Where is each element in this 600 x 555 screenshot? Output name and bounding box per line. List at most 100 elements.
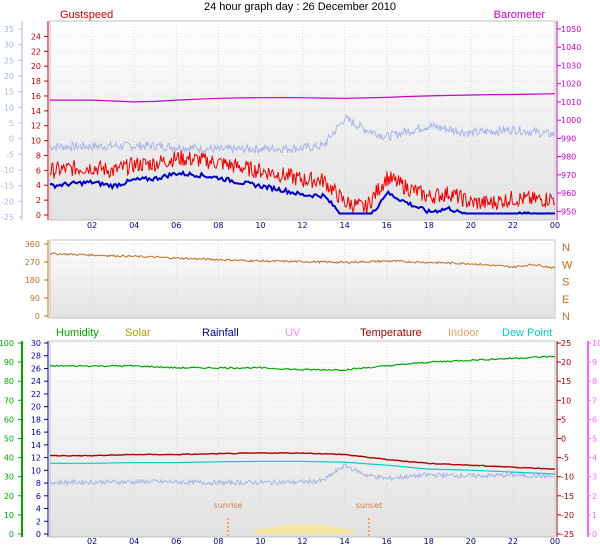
- temp-tick-6: -5: [561, 454, 569, 463]
- dir-tick-3: 90: [30, 294, 40, 303]
- legend-dewpoint: Dew Point: [502, 327, 552, 339]
- baro-tick-8: 970: [561, 171, 576, 180]
- baro-tick-10: 950: [561, 207, 576, 216]
- temp-tick-5: 0: [561, 435, 566, 444]
- outer-left-tick-5: 10: [4, 103, 14, 112]
- uv-tick-5: 5: [592, 435, 597, 444]
- uv-tick-2: 8: [592, 377, 597, 386]
- baro-tick-3: 1020: [561, 80, 581, 89]
- x-tick-1-14: 14: [339, 537, 349, 546]
- outer-left-tick-1: 30: [4, 41, 14, 50]
- baro-tick-4: 1010: [561, 98, 581, 107]
- compass-tick-2: S: [562, 277, 569, 289]
- inner-left-tick-10: 4: [36, 181, 41, 190]
- barometer-label: Barometer: [494, 9, 546, 21]
- x-tick-0-22: 22: [508, 221, 518, 230]
- gustspeed-trace: [49, 150, 556, 215]
- wind-direction-trace: [49, 252, 556, 270]
- legend-temperature: Temperature: [360, 327, 422, 339]
- temp-tick-1: 20: [561, 358, 571, 367]
- temp-tick-8: -15: [561, 492, 574, 501]
- outer-left-tick-3: 20: [4, 72, 14, 81]
- x-tick-1-00: 00: [550, 537, 560, 546]
- uv-tick-1: 9: [592, 358, 597, 367]
- outer-left-tick-0: 35: [4, 25, 14, 34]
- x-tick-0-10: 10: [255, 221, 265, 230]
- x-tick-1-10: 10: [255, 537, 265, 546]
- legend-indoor: Indoor: [448, 327, 480, 339]
- inner-left-tick-1: 22: [31, 47, 41, 56]
- gustspeed-label: Gustspeed: [60, 9, 113, 21]
- dir-tick-2: 180: [25, 276, 40, 285]
- rain-tick-4: 22: [31, 390, 41, 399]
- baro-tick-2: 1030: [561, 61, 581, 70]
- humidity-tick-3: 70: [4, 396, 14, 405]
- x-tick-1-02: 02: [87, 537, 97, 546]
- compass-tick-1: W: [562, 259, 573, 271]
- dir-tick-0: 360: [25, 240, 40, 249]
- rain-tick-13: 4: [36, 505, 41, 514]
- x-tick-1-04: 04: [129, 537, 139, 546]
- humidity-tick-7: 30: [4, 473, 14, 482]
- temp-tick-9: -20: [561, 511, 574, 520]
- inner-left-tick-6: 12: [31, 122, 41, 131]
- inner-left-tick-5: 14: [31, 107, 41, 116]
- chart-title: 24 hour graph day : 26 December 2010: [204, 1, 396, 13]
- outer-left-tick-8: -5: [6, 150, 14, 159]
- inner-left-tick-7: 10: [31, 137, 41, 146]
- inner-left-tick-12: 0: [36, 211, 41, 220]
- rain-tick-3: 24: [31, 377, 41, 386]
- uv-tick-0: 10: [592, 339, 600, 348]
- baro-tick-9: 960: [561, 189, 576, 198]
- inner-left-tick-8: 8: [36, 151, 41, 160]
- inner-left-tick-3: 18: [31, 77, 41, 86]
- outer-left-tick-10: -15: [1, 182, 14, 191]
- uv-tick-8: 2: [592, 492, 597, 501]
- humidity-tick-10: 0: [9, 530, 14, 539]
- inner-left-tick-2: 20: [31, 62, 41, 71]
- baro-tick-0: 1050: [561, 25, 581, 34]
- x-tick-0-12: 12: [297, 221, 307, 230]
- barometer-trace: [50, 93, 556, 103]
- dir-tick-1: 270: [25, 258, 40, 267]
- rain-tick-14: 2: [36, 517, 41, 526]
- temp-tick-0: 25: [561, 339, 571, 348]
- x-tick-0-06: 06: [171, 221, 181, 230]
- baro-tick-1: 1040: [561, 43, 581, 52]
- humidity-tick-8: 20: [4, 492, 14, 501]
- outer-left-tick-2: 25: [4, 56, 14, 65]
- humidity-trace: [49, 355, 556, 372]
- dir-tick-4: 0: [35, 312, 40, 321]
- sunset-label: sunset: [356, 501, 383, 510]
- humidity-tick-4: 60: [4, 415, 14, 424]
- rain-tick-9: 12: [31, 454, 41, 463]
- legend-humidity: Humidity: [56, 327, 99, 339]
- baro-tick-6: 990: [561, 134, 576, 143]
- rain-tick-15: 0: [36, 530, 41, 539]
- humidity-tick-0: 100: [0, 339, 14, 348]
- x-tick-1-18: 18: [424, 537, 434, 546]
- uv-tick-7: 3: [592, 473, 597, 482]
- x-tick-0-08: 08: [213, 221, 223, 230]
- rain-tick-2: 26: [31, 364, 41, 373]
- baro-tick-7: 980: [561, 153, 576, 162]
- rain-tick-5: 20: [31, 403, 41, 412]
- inner-left-tick-4: 16: [31, 92, 41, 101]
- x-tick-1-06: 06: [171, 537, 181, 546]
- sunrise-label: sunrise: [214, 501, 243, 510]
- inner-left-tick-11: 2: [36, 196, 41, 205]
- humidity-tick-9: 10: [4, 511, 14, 520]
- legend-uv: UV: [285, 327, 301, 339]
- x-tick-0-18: 18: [424, 221, 434, 230]
- compass-tick-4: N: [562, 311, 570, 323]
- humidity-tick-6: 40: [4, 454, 14, 463]
- inner-left-tick-0: 24: [31, 32, 41, 41]
- x-tick-1-12: 12: [297, 537, 307, 546]
- temp-tick-10: -25: [561, 530, 574, 539]
- rain-tick-12: 6: [36, 492, 41, 501]
- x-tick-1-08: 08: [213, 537, 223, 546]
- compass-tick-3: E: [562, 294, 569, 306]
